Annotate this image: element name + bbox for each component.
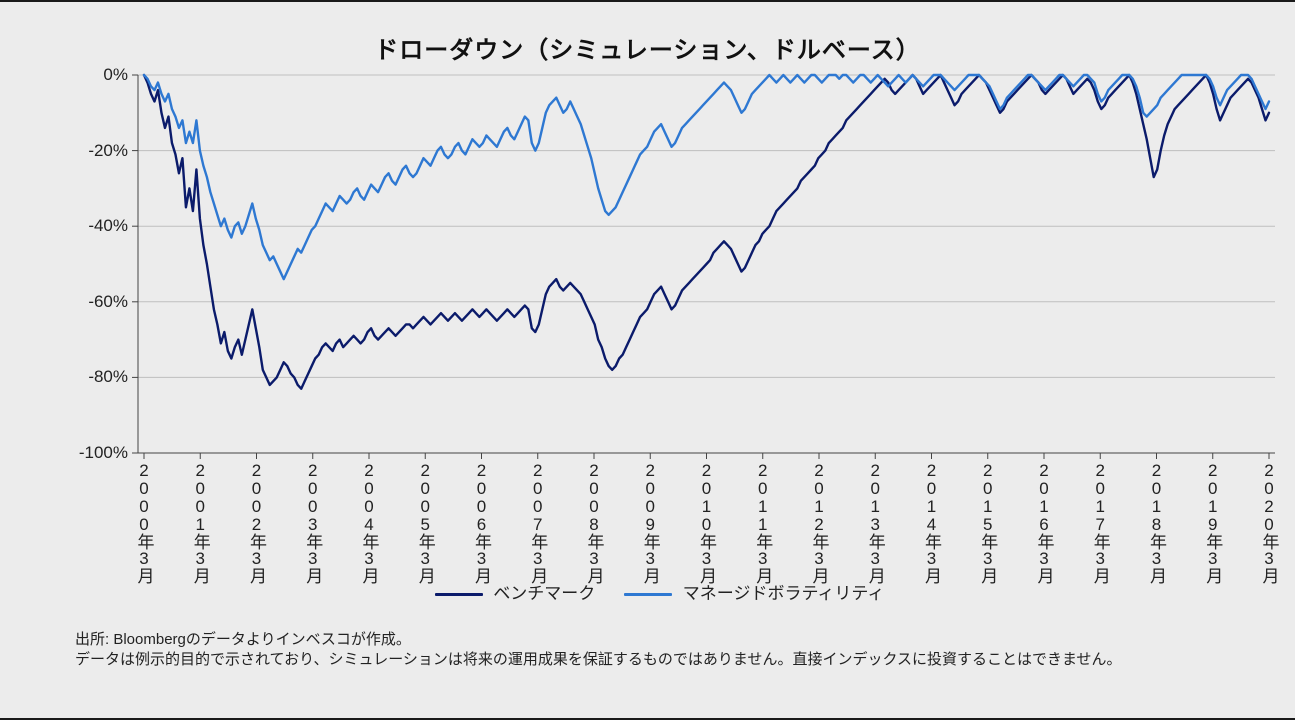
chart-plot-wrap: 2000年3月2001年3月2002年3月2003年3月2004年3月2005年… <box>20 73 1275 573</box>
y-tick-label: -80% <box>48 367 128 387</box>
x-tick-label: 2001年3月 <box>188 461 213 583</box>
legend-label-managed-vol: マネージドボラティリティ <box>683 584 885 603</box>
x-tick-label: 2013年3月 <box>863 461 888 583</box>
x-tick-label: 2006年3月 <box>469 461 494 583</box>
y-tick-label: -60% <box>48 292 128 312</box>
x-tick-label: 2019年3月 <box>1200 461 1225 583</box>
x-tick-label: 2000年3月 <box>132 461 157 583</box>
y-tick-label: 0% <box>48 65 128 85</box>
chart-container: ドローダウン（シミュレーション、ドルベース） 2000年3月2001年3月200… <box>0 0 1295 720</box>
footnote-1: 出所: Bloombergのデータよりインベスコが作成。 <box>75 630 1275 650</box>
x-tick-label: 2005年3月 <box>413 461 438 583</box>
chart-title: ドローダウン（シミュレーション、ドルベース） <box>20 30 1275 65</box>
x-tick-label: 2003年3月 <box>300 461 325 583</box>
x-tick-label: 2012年3月 <box>807 461 832 583</box>
x-tick-label: 2018年3月 <box>1144 461 1169 583</box>
y-tick-label: -20% <box>48 141 128 161</box>
x-tick-label: 2016年3月 <box>1032 461 1057 583</box>
x-tick-label: 2014年3月 <box>919 461 944 583</box>
x-tick-label: 2008年3月 <box>582 461 607 583</box>
x-tick-label: 2007年3月 <box>525 461 550 583</box>
x-tick-label: 2020年3月 <box>1257 461 1282 583</box>
x-tick-label: 2015年3月 <box>975 461 1000 583</box>
footnotes: 出所: Bloombergのデータよりインベスコが作成。 データは例示的目的で示… <box>75 630 1275 671</box>
footnote-2: データは例示的目的で示されており、シミュレーションは将来の運用成果を保証するもの… <box>75 650 1275 670</box>
x-tick-label: 2002年3月 <box>244 461 269 583</box>
series-line <box>144 75 1269 389</box>
x-tick-label: 2009年3月 <box>638 461 663 583</box>
legend-swatch-benchmark <box>435 593 483 595</box>
y-tick-label: -100% <box>48 443 128 463</box>
legend-swatch-managed-vol <box>624 593 672 595</box>
x-tick-label: 2017年3月 <box>1088 461 1113 583</box>
x-tick-label: 2011年3月 <box>750 461 775 583</box>
x-tick-label: 2010年3月 <box>694 461 719 583</box>
y-tick-label: -40% <box>48 216 128 236</box>
legend-label-benchmark: ベンチマーク <box>493 584 595 603</box>
x-tick-label: 2004年3月 <box>357 461 382 583</box>
